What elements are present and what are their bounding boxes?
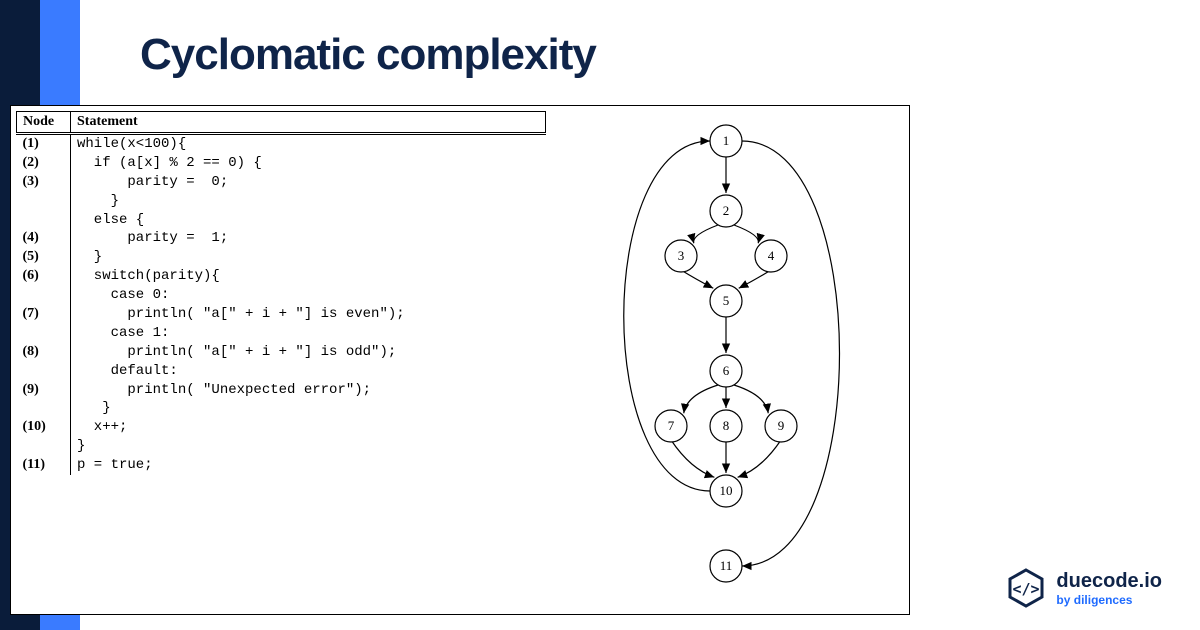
node-label: (9) [17,381,71,400]
node-label [17,324,71,343]
graph-node-label: 7 [668,418,675,433]
node-label [17,437,71,456]
node-label: (5) [17,248,71,267]
node-label: (1) [17,134,71,154]
statement-cell: p = true; [71,456,546,475]
statement-cell: println( "a[" + i + "] is even"); [71,305,546,324]
statement-cell: parity = 0; [71,173,546,192]
statement-cell: x++; [71,418,546,437]
statement-cell: } [71,192,546,211]
graph-edge [734,385,768,413]
col-header-node: Node [17,112,71,134]
table-row: } [17,399,546,418]
brand-byline: by diligences [1056,593,1162,607]
table-row: (1)while(x<100){ [17,134,546,154]
logo-text: duecode.io by diligences [1056,570,1162,607]
node-label [17,362,71,381]
graph-edge [738,440,781,477]
table-row: } [17,437,546,456]
logo-mark-icon: </> [1006,568,1046,608]
table-row: default: [17,362,546,381]
table-row: (8) println( "a[" + i + "] is odd"); [17,343,546,362]
graph-edge [684,385,718,413]
table-row: (7) println( "a[" + i + "] is even"); [17,305,546,324]
node-label: (6) [17,267,71,286]
graph-node-label: 4 [768,248,775,263]
statement-cell: } [71,437,546,456]
table-row: (11)p = true; [17,456,546,475]
graph-node-label: 9 [778,418,785,433]
node-label [17,192,71,211]
graph-edge [694,225,718,243]
graph-edge [671,440,714,477]
statement-cell: else { [71,211,546,230]
table-row: case 1: [17,324,546,343]
statement-cell: println( "a[" + i + "] is odd"); [71,343,546,362]
node-label: (3) [17,173,71,192]
node-label: (11) [17,456,71,475]
graph-node-label: 10 [720,483,733,498]
node-label: (7) [17,305,71,324]
graph-edge [739,270,771,288]
node-label: (4) [17,229,71,248]
col-header-statement: Statement [71,112,546,134]
node-label: (2) [17,154,71,173]
graph-node-label: 8 [723,418,730,433]
table-row: (9) println( "Unexpected error"); [17,381,546,400]
table-row: (6) switch(parity){ [17,267,546,286]
node-label: (8) [17,343,71,362]
table-header-row: Node Statement [17,112,546,134]
statement-cell: } [71,248,546,267]
table-row: case 0: [17,286,546,305]
statement-cell: if (a[x] % 2 == 0) { [71,154,546,173]
table-row: (5) } [17,248,546,267]
table-row: (10) x++; [17,418,546,437]
statement-cell: case 0: [71,286,546,305]
statement-cell: parity = 1; [71,229,546,248]
graph-node-label: 1 [723,133,730,148]
table-row: (3) parity = 0; [17,173,546,192]
control-flow-graph: 1 2 3 4 5 6 7 8 9 10 11 [556,116,906,606]
page-title: Cyclomatic complexity [140,30,596,80]
graph-node-label: 11 [720,558,733,573]
node-label [17,211,71,230]
statement-cell: default: [71,362,546,381]
code-table: Node Statement (1)while(x<100){(2) if (a… [16,111,546,475]
node-label [17,399,71,418]
table-row: (2) if (a[x] % 2 == 0) { [17,154,546,173]
brand-logo: </> duecode.io by diligences [1006,568,1162,608]
graph-edge [681,270,713,288]
brand-name: duecode.io [1056,570,1162,593]
content-panel: Node Statement (1)while(x<100){(2) if (a… [10,105,910,615]
statement-cell: while(x<100){ [71,134,546,154]
svg-text:</>: </> [1013,580,1040,598]
graph-node-label: 6 [723,363,730,378]
table-row: (4) parity = 1; [17,229,546,248]
graph-node-label: 5 [723,293,730,308]
table-row: } [17,192,546,211]
statement-cell: switch(parity){ [71,267,546,286]
graph-edge [742,141,840,566]
statement-cell: } [71,399,546,418]
graph-edge [734,225,758,243]
node-label: (10) [17,418,71,437]
statement-cell: case 1: [71,324,546,343]
graph-node-label: 3 [678,248,685,263]
node-label [17,286,71,305]
table-row: else { [17,211,546,230]
statement-cell: println( "Unexpected error"); [71,381,546,400]
graph-node-label: 2 [723,203,730,218]
